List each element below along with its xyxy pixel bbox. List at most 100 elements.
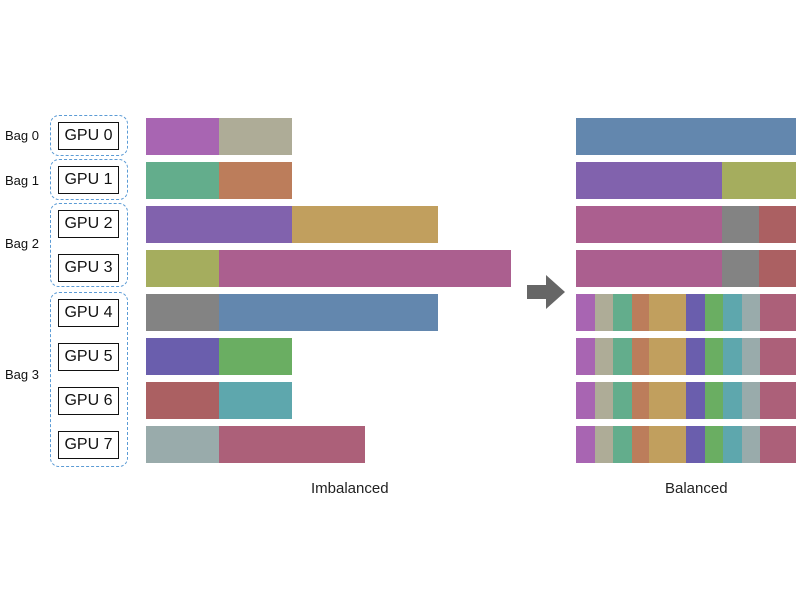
workload-segment [686, 382, 705, 419]
workload-segment [632, 294, 649, 331]
bag-label-0: Bag 0 [5, 128, 39, 143]
gpu-box-1: GPU 1 [58, 166, 119, 194]
workload-segment [632, 382, 649, 419]
workload-segment [219, 426, 365, 463]
workload-segment [723, 338, 742, 375]
bag-label-2: Bag 2 [5, 236, 39, 251]
workload-segment [705, 338, 723, 375]
workload-segment [576, 118, 796, 155]
workload-segment [576, 338, 595, 375]
workload-segment [632, 426, 649, 463]
workload-segment [632, 338, 649, 375]
workload-segment [292, 206, 438, 243]
workload-segment [649, 338, 686, 375]
workload-segment [219, 294, 438, 331]
gpu-box-6: GPU 6 [58, 387, 119, 415]
workload-segment [759, 206, 796, 243]
workload-segment [595, 338, 613, 375]
imbalanced-row-gpu-1 [146, 162, 292, 199]
workload-segment [760, 382, 796, 419]
workload-segment [686, 338, 705, 375]
workload-segment [576, 206, 722, 243]
workload-segment [760, 338, 796, 375]
workload-segment [742, 382, 760, 419]
workload-segment [595, 426, 613, 463]
workload-segment [613, 294, 632, 331]
workload-segment [723, 426, 742, 463]
workload-segment [146, 338, 219, 375]
gpu-box-4: GPU 4 [58, 299, 119, 327]
workload-segment [705, 426, 723, 463]
workload-segment [595, 382, 613, 419]
gpu-box-3: GPU 3 [58, 254, 119, 282]
right-arrow-icon [527, 275, 565, 309]
gpu-box-7: GPU 7 [58, 431, 119, 459]
imbalanced-caption: Imbalanced [311, 480, 389, 497]
workload-segment [219, 382, 292, 419]
workload-segment [759, 250, 796, 287]
imbalanced-row-gpu-3 [146, 250, 511, 287]
workload-segment [722, 206, 759, 243]
workload-segment [576, 250, 722, 287]
bag-group-1 [50, 159, 128, 200]
imbalanced-row-gpu-0 [146, 118, 292, 155]
balanced-caption: Balanced [665, 480, 728, 497]
bag-group-0 [50, 115, 128, 156]
balanced-row-gpu-4 [576, 294, 796, 331]
workload-segment [146, 206, 292, 243]
balanced-row-gpu-0 [576, 118, 796, 155]
workload-segment [595, 294, 613, 331]
workload-segment [723, 294, 742, 331]
workload-segment [723, 382, 742, 419]
workload-segment [219, 118, 292, 155]
gpu-box-2: GPU 2 [58, 210, 119, 238]
workload-segment [219, 338, 292, 375]
workload-segment [576, 162, 722, 199]
workload-segment [613, 426, 632, 463]
gpu-box-5: GPU 5 [58, 343, 119, 371]
imbalanced-row-gpu-5 [146, 338, 292, 375]
workload-segment [613, 382, 632, 419]
workload-segment [705, 294, 723, 331]
workload-segment [146, 426, 219, 463]
workload-segment [613, 338, 632, 375]
workload-segment [219, 250, 511, 287]
workload-segment [146, 382, 219, 419]
workload-segment [146, 250, 219, 287]
workload-segment [649, 294, 686, 331]
workload-segment [742, 426, 760, 463]
workload-segment [722, 162, 796, 199]
workload-segment [146, 294, 219, 331]
gpu-box-0: GPU 0 [58, 122, 119, 150]
workload-segment [576, 294, 595, 331]
workload-segment [146, 162, 219, 199]
balanced-row-gpu-2 [576, 206, 796, 243]
imbalanced-row-gpu-2 [146, 206, 438, 243]
balanced-row-gpu-3 [576, 250, 796, 287]
workload-segment [686, 294, 705, 331]
workload-segment [760, 426, 796, 463]
balanced-row-gpu-6 [576, 382, 796, 419]
workload-segment [705, 382, 723, 419]
workload-segment [219, 162, 292, 199]
bag-group-2 [50, 203, 128, 287]
balanced-row-gpu-1 [576, 162, 796, 199]
workload-segment [742, 294, 760, 331]
workload-segment [576, 426, 595, 463]
bag-label-3: Bag 3 [5, 367, 39, 382]
workload-segment [760, 294, 796, 331]
workload-segment [146, 118, 219, 155]
balanced-row-gpu-5 [576, 338, 796, 375]
workload-segment [722, 250, 759, 287]
imbalanced-row-gpu-7 [146, 426, 365, 463]
workload-segment [742, 338, 760, 375]
workload-segment [649, 382, 686, 419]
imbalanced-row-gpu-4 [146, 294, 438, 331]
workload-segment [649, 426, 686, 463]
balanced-row-gpu-7 [576, 426, 796, 463]
bag-group-3 [50, 292, 128, 467]
bag-label-1: Bag 1 [5, 173, 39, 188]
workload-segment [686, 426, 705, 463]
imbalanced-row-gpu-6 [146, 382, 292, 419]
